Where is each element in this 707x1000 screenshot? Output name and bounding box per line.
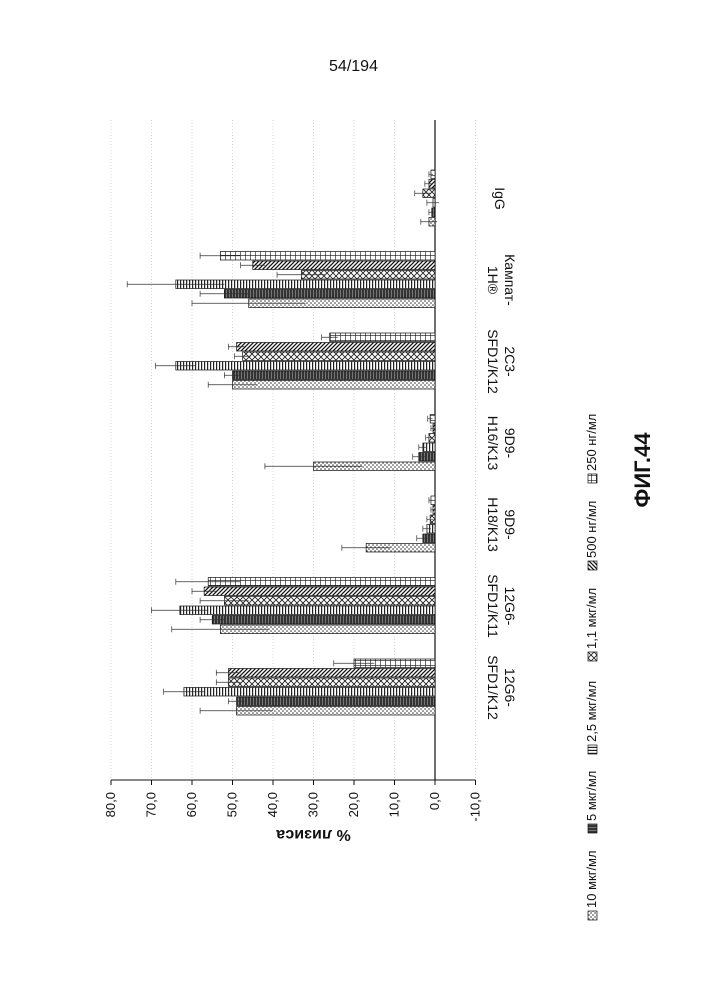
category-label: 2С3-SFD1/K12 (485, 329, 518, 394)
bar (204, 587, 435, 596)
legend-swatch (588, 911, 597, 920)
bar (237, 697, 435, 706)
legend-swatch (588, 561, 597, 570)
legend-label: 500 нг/мл (584, 501, 599, 558)
bar (208, 578, 435, 587)
category-label-line: SFD1/K12 (485, 655, 501, 720)
category-label-line: Кампат- (502, 254, 518, 306)
category-label: 12G6-SFD1/K12 (485, 655, 518, 720)
legend-label: 10 мкг/мл (584, 850, 599, 908)
bar (228, 669, 435, 678)
category-label-line: H18/K13 (485, 497, 501, 552)
legend-group: 10 мкг/мл 5 мкг/мл 2,5 мкг/мл 1,1 мкг/мл 500… (584, 414, 599, 920)
bars (127, 170, 439, 715)
value-axis-title: % лизиса (276, 826, 351, 843)
axis-tick-label: 20,0 (346, 792, 361, 817)
bar (237, 343, 435, 352)
category-label: IgG (492, 187, 508, 210)
category-label-line: IgG (492, 187, 508, 210)
axis-tick-label: 70,0 (144, 792, 159, 817)
legend-label: 250 нг/мл (584, 414, 599, 471)
category-label-line: SFD1/K12 (485, 329, 501, 394)
legend-label: 2,5 мкг/мл (584, 681, 599, 742)
bar (253, 261, 435, 270)
axis-tick-label: 80,0 (103, 792, 118, 817)
category-label: Кампат-1Н® (485, 254, 518, 306)
bar (224, 597, 435, 606)
bar (233, 371, 436, 380)
legend-swatch (588, 652, 597, 661)
bar (180, 606, 435, 615)
category-label-line: 9D9- (502, 509, 518, 540)
category-label: 9D9-H18/K13 (485, 497, 518, 552)
bar (228, 678, 435, 687)
category-label-line: 12G6- (502, 587, 518, 626)
bar (233, 381, 436, 390)
legend-label: 1,1 мкг/мл (584, 588, 599, 649)
figure-label: ФИГ.44 (630, 405, 656, 535)
axis-tick-label: 60,0 (184, 792, 199, 817)
legend-swatch (588, 745, 597, 754)
category-label-line: 12G6- (502, 668, 518, 707)
category-labels: IgGКампат-1Н®2С3-SFD1/K129D9-H16/K139D9-… (485, 187, 518, 720)
axis-tick-label: -10,0 (468, 792, 483, 822)
category-label-line: 9D9- (502, 428, 518, 459)
category-label-line: H16/K13 (485, 416, 501, 471)
category-label: 12G6-SFD1/K11 (485, 574, 518, 638)
legend: 10 мкг/мл 5 мкг/мл 2,5 мкг/мл 1,1 мкг/мл 500… (584, 414, 599, 920)
bar (243, 352, 435, 361)
axis-tick-label: 10,0 (387, 792, 402, 817)
bar (212, 616, 435, 625)
legend-label: 5 мкг/мл (584, 771, 599, 821)
bar (330, 333, 435, 342)
legend-swatch (588, 474, 597, 483)
bar (220, 252, 435, 261)
bar (176, 362, 435, 371)
axis-tick-label: 0,0 (427, 792, 442, 810)
legend-swatch (588, 824, 597, 833)
value-axis: -10,0 0,0 10,0 20,0 30,0 40,0 50,0 60,0 70,0 80,0 (103, 780, 483, 822)
axis-tick-label: 50,0 (225, 792, 240, 817)
axis-tick-label: 30,0 (306, 792, 321, 817)
bar (184, 688, 435, 697)
axis-tick-label: 40,0 (265, 792, 280, 817)
category-label-line: 1Н® (485, 266, 501, 295)
category-label: 9D9-H16/K13 (485, 416, 518, 471)
bar (224, 290, 435, 299)
category-label-line: 2С3- (502, 346, 518, 377)
category-label-line: SFD1/K11 (485, 574, 501, 638)
